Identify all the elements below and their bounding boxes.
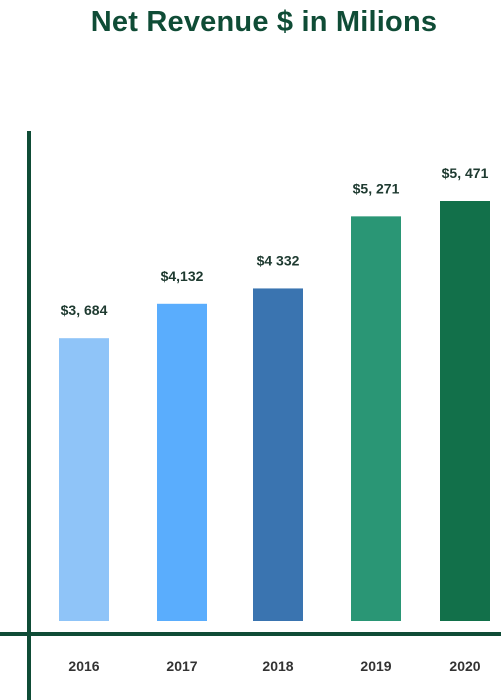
data-label-2020: $5, 471 <box>442 165 489 181</box>
bar-2017 <box>157 303 207 621</box>
bar-2016 <box>59 338 109 621</box>
data-labels-layer: $3, 684 $4,132 $4 332 $5, 271 $5, 471 <box>61 165 489 318</box>
x-tick-label-2017: 2017 <box>166 658 197 674</box>
data-label-2018: $4 332 <box>257 252 300 268</box>
data-label-2017: $4,132 <box>161 268 204 284</box>
x-tick-label-2020: 2020 <box>449 658 480 674</box>
bars-layer <box>59 201 490 621</box>
x-tick-label-2016: 2016 <box>68 658 99 674</box>
x-tick-labels-layer: 2016 2017 2018 2019 2020 <box>68 658 480 674</box>
x-tick-label-2018: 2018 <box>262 658 293 674</box>
x-tick-label-2019: 2019 <box>360 658 391 674</box>
data-label-2019: $5, 271 <box>353 180 400 196</box>
bar-2019 <box>351 216 401 621</box>
bar-2020 <box>440 201 490 621</box>
bar-2018 <box>253 288 303 621</box>
chart-title: Net Revenue $ in Milions <box>90 6 438 38</box>
data-label-2016: $3, 684 <box>61 302 108 318</box>
